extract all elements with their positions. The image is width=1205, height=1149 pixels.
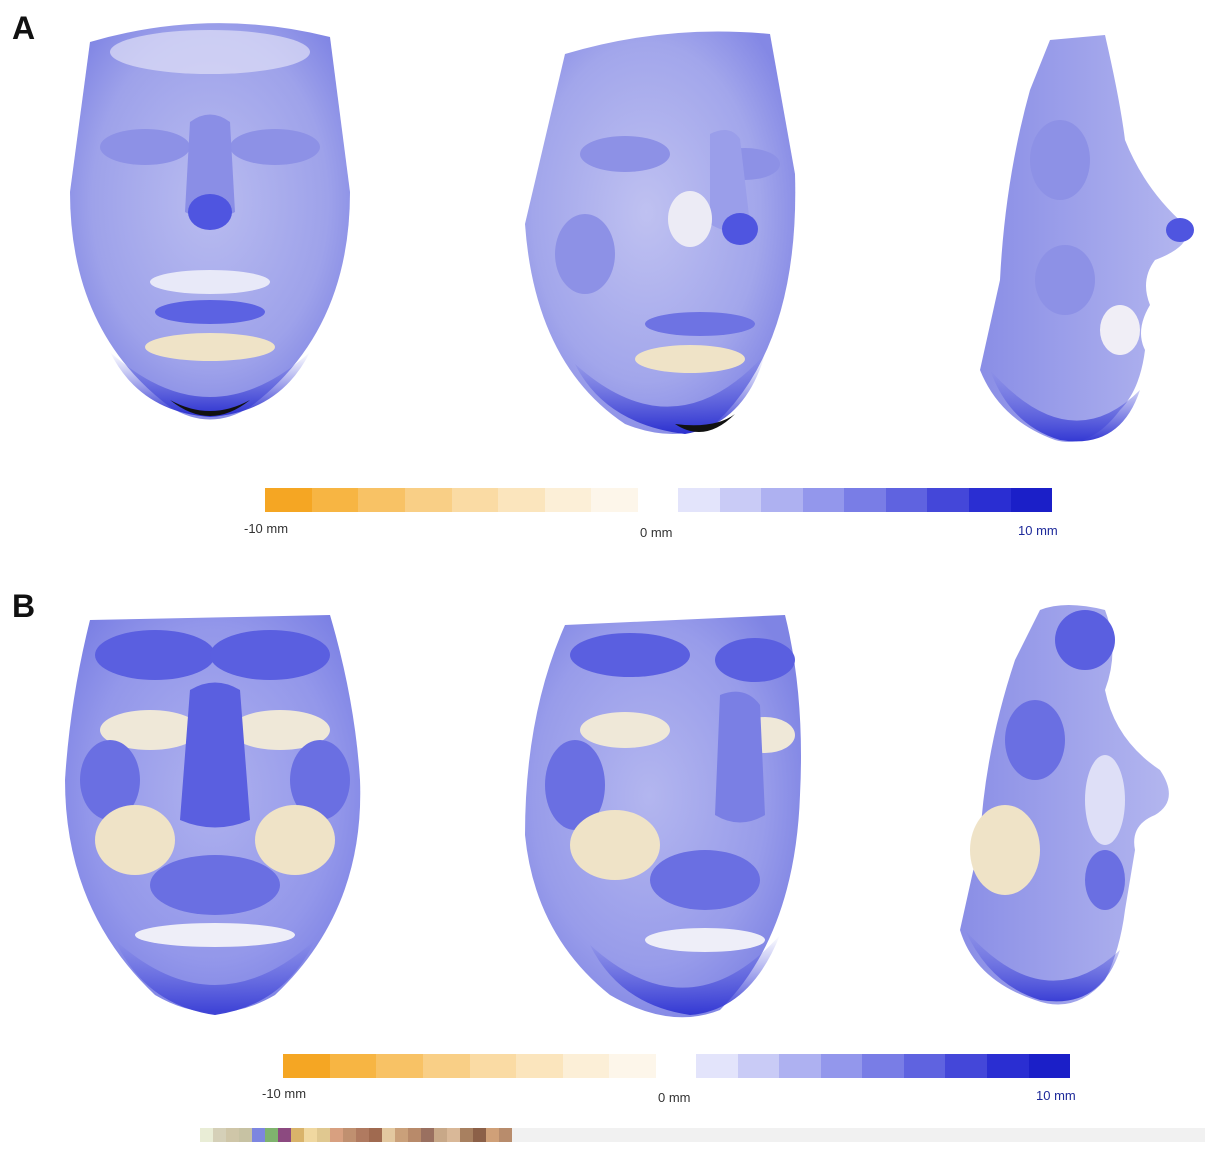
strip-swatch [200, 1128, 213, 1142]
scale-swatch [358, 488, 405, 512]
strip-swatch [304, 1128, 317, 1142]
scale-max-label: 10 mm [1018, 523, 1058, 538]
face-surface [960, 605, 1169, 1005]
scale-swatch [591, 488, 638, 512]
scale-swatch [422, 1054, 470, 1078]
scale-swatch [820, 1054, 863, 1078]
scale-swatch [609, 1054, 656, 1078]
scale-swatch [469, 1054, 517, 1078]
scale-mid-label: 0 mm [640, 525, 673, 540]
strip-swatch [213, 1128, 226, 1142]
strip-swatch [226, 1128, 239, 1142]
strip-swatch [265, 1128, 278, 1142]
scale-swatch [283, 1054, 330, 1078]
scale-swatch [779, 1054, 821, 1078]
scale-swatch [498, 488, 545, 512]
panel-label: A [12, 10, 36, 46]
face-profile-view [980, 35, 1194, 442]
strip-swatch [382, 1128, 395, 1142]
strip-swatch [486, 1128, 499, 1142]
scale-swatch [927, 488, 969, 512]
bottom-artifact-strip [200, 1128, 1205, 1142]
strip-swatch [356, 1128, 369, 1142]
scale-swatch [844, 488, 886, 512]
color-scale: -10 mm 0 mm 10 mm [258, 1054, 1098, 1114]
strip-swatch [447, 1128, 460, 1142]
scale-swatch [404, 488, 452, 512]
scale-swatch [737, 1054, 780, 1078]
panel-a: A [0, 0, 1205, 560]
strip-swatch [278, 1128, 291, 1142]
color-scale: -10 mm 0 mm 10 mm [240, 488, 1080, 548]
scale-swatch [1028, 1054, 1071, 1078]
scale-swatch [311, 488, 359, 512]
scale-swatch [903, 1054, 946, 1078]
scale-swatch [945, 1054, 987, 1078]
face-oblique-view [525, 615, 801, 1018]
strip-swatch [408, 1128, 421, 1142]
scale-swatch [761, 488, 803, 512]
scale-swatch [862, 1054, 904, 1078]
scale-swatch [678, 488, 720, 512]
scale-swatch [329, 1054, 377, 1078]
scale-swatch [802, 488, 845, 512]
strip-swatch [460, 1128, 473, 1142]
strip-swatch [369, 1128, 382, 1142]
scale-swatch [968, 488, 1011, 512]
strip-swatch [317, 1128, 330, 1142]
scale-swatch [376, 1054, 423, 1078]
face-frontal-view [70, 23, 350, 420]
scale-min-label: -10 mm [244, 521, 289, 536]
strip-swatch [343, 1128, 356, 1142]
scale-max-label: 10 mm [1036, 1088, 1076, 1103]
scale-min-label: -10 mm [262, 1086, 307, 1101]
strip-swatch [499, 1128, 512, 1142]
face-surface [980, 35, 1187, 442]
scale-swatch [265, 488, 312, 512]
scale-swatch [451, 488, 499, 512]
strip-swatch [421, 1128, 434, 1142]
face-profile-view [960, 605, 1169, 1005]
panel-label: B [12, 588, 36, 624]
strip-swatch [291, 1128, 304, 1142]
strip-swatch [395, 1128, 408, 1142]
strip-swatch [330, 1128, 343, 1142]
positive-scale-bar [696, 1054, 1071, 1078]
scale-swatch [562, 1054, 610, 1078]
negative-scale-bar [265, 488, 638, 512]
scale-swatch [986, 1054, 1029, 1078]
scale-swatch [719, 488, 762, 512]
scale-swatch [544, 488, 592, 512]
strip-swatch [252, 1128, 265, 1142]
scale-swatch [885, 488, 928, 512]
strip-swatch [434, 1128, 447, 1142]
face-frontal-view [65, 615, 361, 1015]
scale-mid-label: 0 mm [658, 1090, 691, 1105]
scale-swatch [696, 1054, 738, 1078]
positive-scale-bar [678, 488, 1053, 512]
negative-scale-bar [283, 1054, 656, 1078]
strip-swatch [239, 1128, 252, 1142]
face-oblique-view [525, 31, 796, 434]
panel-b: B [0, 580, 1205, 1120]
strip-swatch [473, 1128, 486, 1142]
scale-swatch [516, 1054, 563, 1078]
scale-swatch [1010, 488, 1053, 512]
